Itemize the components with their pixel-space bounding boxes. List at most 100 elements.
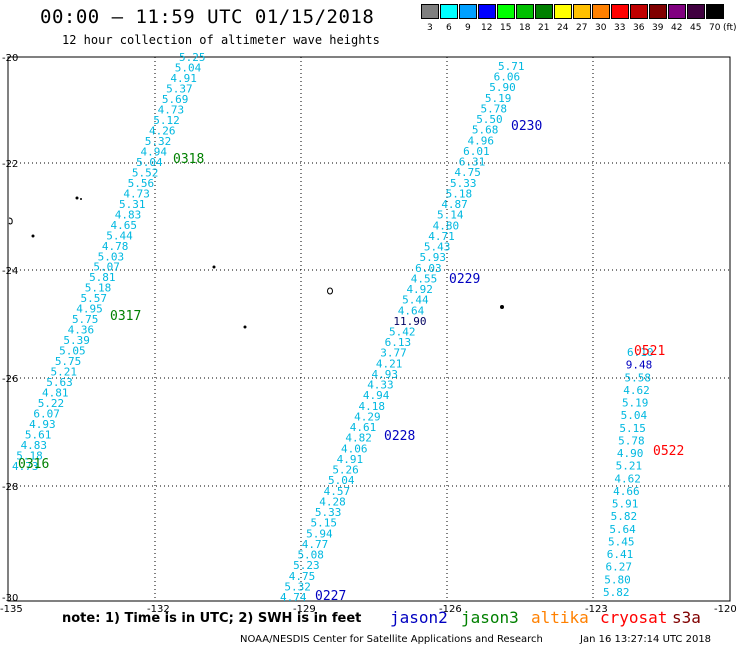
wave-height-value: 6.41 bbox=[607, 548, 634, 561]
lat-tick-label: -28 bbox=[2, 482, 18, 493]
lon-tick-label: -132 bbox=[147, 604, 170, 615]
wave-height-value: 4.64 bbox=[398, 304, 425, 317]
wave-height-value: 5.32 bbox=[145, 135, 172, 148]
wave-height-value: 5.69 bbox=[162, 93, 189, 106]
wave-height-value: 11.90 bbox=[393, 315, 426, 328]
wave-height-value: 5.82 bbox=[603, 586, 630, 599]
wave-height-value: 6.13 bbox=[385, 336, 412, 349]
satellite-name-jason3: jason3 bbox=[461, 608, 519, 627]
credit-line: NOAA/NESDIS Center for Satellite Applica… bbox=[240, 634, 543, 645]
wave-height-value: 5.26 bbox=[332, 464, 359, 477]
wave-height-value: 4.90 bbox=[617, 447, 644, 460]
pass-time-label: 0228 bbox=[384, 429, 415, 444]
lat-tick-label: -26 bbox=[2, 374, 18, 385]
wave-height-value: 6.10 bbox=[627, 346, 654, 359]
wave-height-value: 4.83 bbox=[115, 208, 141, 221]
wave-height-value: 6.07 bbox=[33, 408, 60, 421]
wave-height-value: 4.96 bbox=[467, 134, 494, 147]
lon-tick-label: -126 bbox=[439, 604, 462, 615]
wave-height-value: 4.73 bbox=[12, 460, 39, 473]
legend-swatch bbox=[497, 4, 515, 19]
wave-height-value: 4.33 bbox=[367, 379, 394, 392]
legend-label: 36 bbox=[633, 23, 645, 33]
wave-height-value: 9.48 bbox=[626, 359, 653, 372]
legend-label: 3 bbox=[427, 23, 433, 33]
wave-height-value: 5.18 bbox=[446, 187, 473, 200]
lat-tick-label: -24 bbox=[2, 266, 18, 277]
wave-height-value: 5.08 bbox=[297, 549, 324, 562]
wave-height-value: 5.04 bbox=[175, 61, 202, 74]
lat-tick-label: -30 bbox=[2, 593, 18, 604]
wave-height-value: 5.56 bbox=[128, 177, 155, 190]
pass-time-label: 0317 bbox=[110, 309, 141, 324]
wave-height-value: 4.36 bbox=[68, 324, 95, 337]
map-subtitle: 12 hour collection of altimeter wave hei… bbox=[62, 33, 380, 47]
lon-tick-label: -123 bbox=[585, 604, 608, 615]
wave-height-value: 5.21 bbox=[616, 460, 643, 473]
wave-height-value: 5.57 bbox=[81, 292, 108, 305]
wave-height-value: 5.15 bbox=[311, 517, 338, 530]
wave-height-value: 5.61 bbox=[25, 429, 52, 442]
wave-height-value: 4.57 bbox=[324, 485, 351, 498]
wave-height-value: 4.29 bbox=[354, 410, 381, 423]
wave-height-value: 5.75 bbox=[72, 313, 99, 326]
island bbox=[75, 196, 79, 200]
wave-height-value: 5.23 bbox=[293, 559, 320, 572]
wave-height-value: 4.71 bbox=[428, 230, 455, 243]
wave-height-value: 5.04 bbox=[621, 409, 648, 422]
wave-height-value: 5.37 bbox=[166, 82, 193, 95]
wave-height-value: 5.42 bbox=[389, 326, 416, 339]
island bbox=[8, 217, 13, 225]
wave-height-value: 4.73 bbox=[158, 103, 185, 116]
wave-height-value: 5.90 bbox=[489, 81, 516, 94]
pass-time-label: 0227 bbox=[315, 589, 346, 604]
altimeter-tracks: 5.255.044.915.375.694.735.124.265.324.94… bbox=[12, 51, 654, 604]
legend-label: 33 bbox=[614, 23, 626, 33]
wave-height-value: 5.19 bbox=[485, 92, 512, 105]
wave-height-value: 5.33 bbox=[450, 177, 477, 190]
lat-tick-label: -20 bbox=[2, 53, 18, 64]
satellite-name-jason2: jason2 bbox=[390, 608, 448, 627]
legend-swatch bbox=[706, 4, 724, 19]
wave-height-value: 4.77 bbox=[302, 538, 329, 551]
pass-time-label: 0229 bbox=[449, 272, 480, 287]
legend-swatch bbox=[421, 4, 439, 19]
wave-height-value: 4.80 bbox=[433, 219, 460, 232]
wave-height-value: 4.94 bbox=[363, 389, 390, 402]
wave-height-value: 4.55 bbox=[411, 272, 438, 285]
wave-height-value: 5.33 bbox=[315, 506, 342, 519]
wave-height-value: 5.44 bbox=[402, 294, 429, 307]
legend-swatch bbox=[535, 4, 553, 19]
wave-height-value: 5.71 bbox=[498, 60, 525, 73]
wave-height-value: 4.94 bbox=[140, 145, 167, 158]
lat-tick-label: -22 bbox=[2, 159, 18, 170]
wave-height-value: 5.52 bbox=[132, 166, 159, 179]
wave-height-value: 5.81 bbox=[89, 271, 116, 284]
pass-time-label: 0522 bbox=[653, 444, 684, 459]
wave-height-value: 4.61 bbox=[350, 421, 377, 434]
island bbox=[243, 325, 247, 329]
wave-height-value: 4.83 bbox=[21, 439, 48, 452]
wave-height-value: 5.63 bbox=[46, 376, 73, 389]
wave-height-value: 5.19 bbox=[622, 397, 649, 410]
wave-height-value: 4.66 bbox=[613, 485, 640, 498]
island-outlines bbox=[8, 196, 504, 329]
wave-height-value: 5.68 bbox=[472, 124, 499, 137]
lon-tick-label: -129 bbox=[293, 604, 316, 615]
wave-height-value: 4.93 bbox=[29, 418, 56, 431]
grid-lines bbox=[8, 57, 730, 601]
lon-tick-label: -135 bbox=[0, 604, 23, 615]
wave-height-value: 4.87 bbox=[441, 198, 468, 211]
wave-height-value: 5.25 bbox=[179, 51, 206, 64]
legend-swatch bbox=[478, 4, 496, 19]
wave-height-value: 4.65 bbox=[110, 219, 137, 232]
wave-height-value: 4.91 bbox=[170, 72, 197, 85]
legend-label: 15 bbox=[500, 23, 512, 33]
wave-height-value: 4.62 bbox=[623, 384, 650, 397]
axis-tick-labels: -135 -132 -129 -126 -123 -120 -20 -22 -24 -26 -28 -… bbox=[0, 53, 737, 615]
wave-height-value: 5.44 bbox=[106, 229, 133, 242]
wave-height-value: 5.64 bbox=[609, 523, 636, 536]
legend-label: 39 bbox=[652, 23, 664, 33]
wave-height-value: 5.78 bbox=[481, 102, 508, 115]
